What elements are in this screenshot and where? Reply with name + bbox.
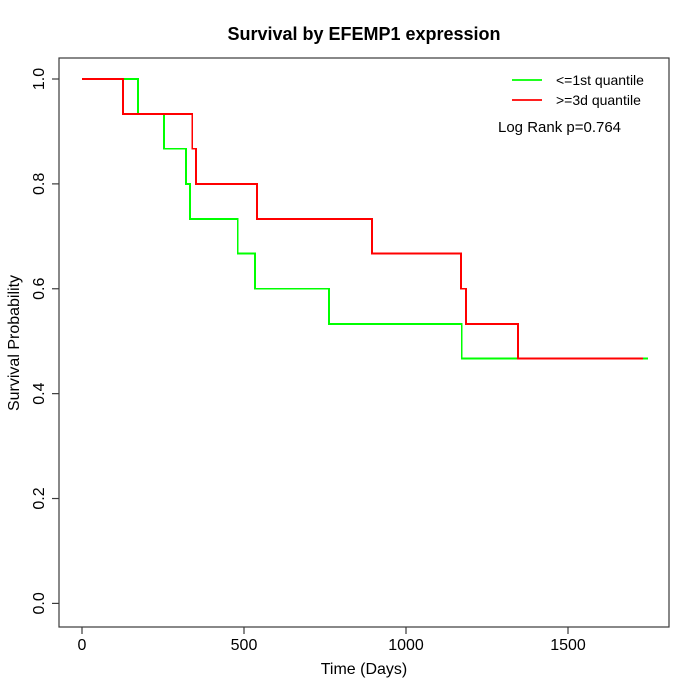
y-tick-label: 0.8	[31, 173, 48, 195]
x-axis-label: Time (Days)	[321, 661, 408, 678]
x-tick-label: 1500	[550, 637, 586, 654]
survival-curves	[82, 78, 648, 360]
plot-title: Survival by EFEMP1 expression	[227, 24, 500, 44]
legend: <=1st quantile >=3d quantile Log Rank p=…	[498, 72, 644, 136]
x-tick-label: 0	[78, 637, 87, 654]
y-tick-label: 0.6	[31, 278, 48, 300]
legend-label-first-quantile: <=1st quantile	[556, 72, 644, 88]
legend-label-third-quantile: >=3d quantile	[556, 92, 641, 108]
plot-area-border	[58, 57, 670, 628]
y-axis-label: Survival Probability	[6, 275, 23, 411]
y-tick-label: 1.0	[31, 68, 48, 90]
y-tick-label: 0.2	[31, 487, 48, 509]
y-tick-label: 0.0	[31, 592, 48, 614]
survival-curve	[82, 78, 643, 360]
y-tick-label: 0.4	[31, 382, 48, 404]
x-tick-label: 500	[231, 637, 258, 654]
y-axis-ticks: 0.0 0.2 0.4 0.6 0.8 1.0	[31, 68, 59, 615]
x-axis-ticks: 0 500 1000 1500	[78, 627, 586, 654]
x-tick-label: 1000	[388, 637, 424, 654]
log-rank-pvalue: Log Rank p=0.764	[498, 119, 621, 136]
